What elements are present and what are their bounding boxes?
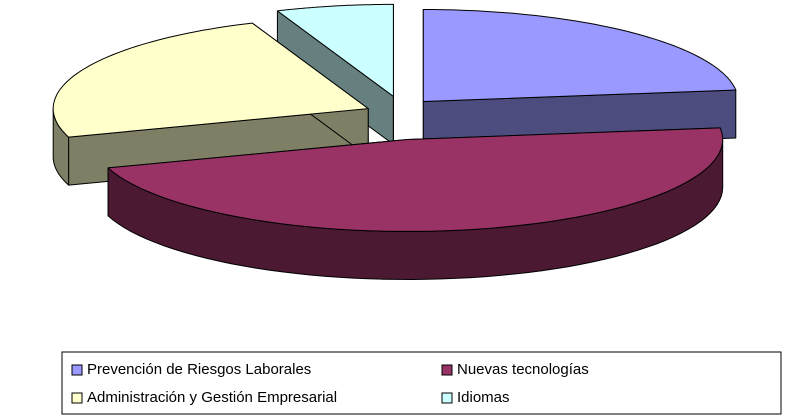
legend-box [61, 351, 782, 415]
legend-swatch [441, 364, 453, 376]
pie-slice [422, 9, 737, 150]
slice-top [276, 3, 394, 97]
legend-label: Administración y Gestión Empresarial [87, 389, 337, 406]
slice-top [52, 22, 369, 138]
legend-swatch [71, 392, 83, 404]
slice-top [107, 127, 724, 232]
legend-swatch [71, 364, 83, 376]
legend-label: Prevención de Riesgos Laborales [87, 361, 311, 378]
legend-swatch [441, 392, 453, 404]
slice-top [422, 9, 737, 102]
legend-label: Idiomas [457, 389, 510, 406]
pie-slice [52, 22, 369, 186]
legend-label: Nuevas tecnologías [457, 361, 589, 378]
pie-slice [107, 127, 724, 280]
